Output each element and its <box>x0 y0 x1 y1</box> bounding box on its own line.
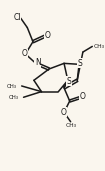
Text: O: O <box>80 92 86 101</box>
Text: CH₃: CH₃ <box>65 123 76 128</box>
Text: O: O <box>22 49 27 58</box>
Text: Cl: Cl <box>13 13 21 22</box>
Text: S: S <box>78 59 82 68</box>
Text: CH₃: CH₃ <box>93 44 104 49</box>
Text: N: N <box>35 58 41 67</box>
Text: O: O <box>44 31 50 40</box>
Text: CH₃: CH₃ <box>7 84 17 89</box>
Text: CH₃: CH₃ <box>9 95 19 100</box>
Text: S: S <box>66 77 71 86</box>
Text: O: O <box>60 108 66 117</box>
